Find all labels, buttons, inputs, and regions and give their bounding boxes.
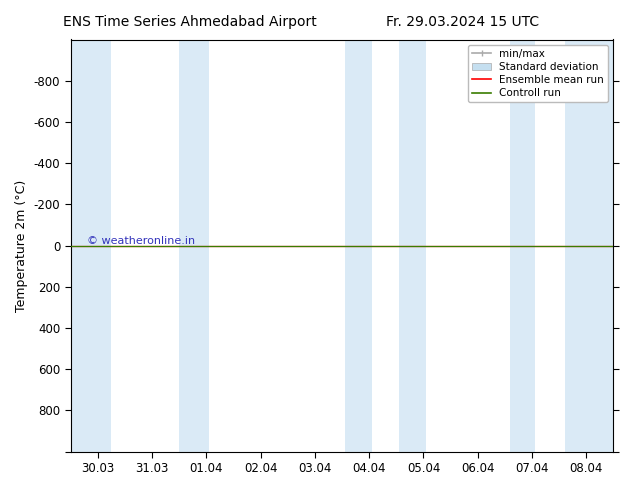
Bar [179, 40, 209, 452]
Bar [70, 40, 112, 452]
Y-axis label: Temperature 2m (°C): Temperature 2m (°C) [15, 179, 28, 312]
Bar [399, 40, 426, 452]
Legend: min/max, Standard deviation, Ensemble mean run, Controll run: min/max, Standard deviation, Ensemble me… [468, 45, 608, 102]
Text: ENS Time Series Ahmedabad Airport: ENS Time Series Ahmedabad Airport [63, 15, 317, 29]
Bar [565, 40, 614, 452]
Bar [510, 40, 534, 452]
Text: Fr. 29.03.2024 15 UTC: Fr. 29.03.2024 15 UTC [386, 15, 540, 29]
Text: © weatheronline.in: © weatheronline.in [87, 236, 195, 245]
Bar [345, 40, 372, 452]
